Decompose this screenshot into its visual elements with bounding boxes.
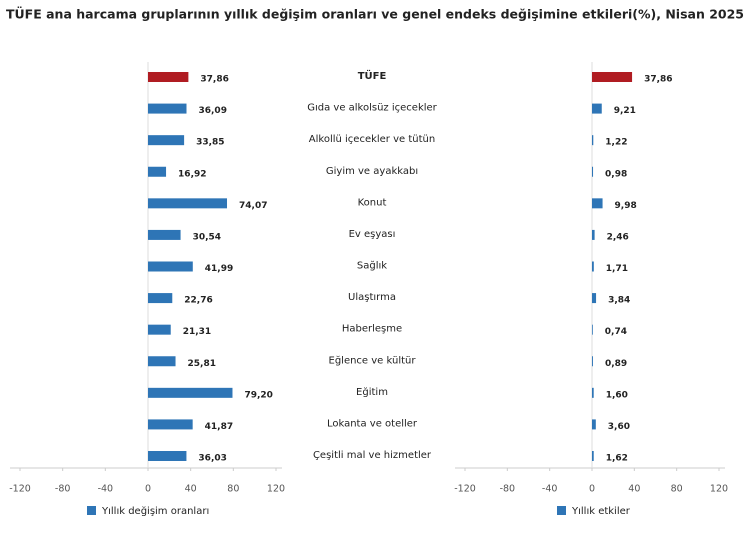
bar (148, 166, 167, 177)
bar (592, 387, 594, 398)
value-label: 1,62 (606, 454, 628, 464)
category-label: Eğitim (356, 386, 388, 398)
value-label: 1,22 (605, 138, 627, 148)
category-label: Ulaştırma (348, 292, 396, 303)
value-label: 37,86 (644, 75, 672, 85)
bar (592, 419, 596, 430)
value-label: 16,92 (178, 169, 206, 179)
value-label: 25,81 (188, 359, 216, 369)
bar (592, 103, 602, 114)
legend-swatch (87, 506, 96, 515)
x-tick-label: 80 (671, 484, 683, 495)
bar (592, 451, 594, 461)
value-label: 0,89 (605, 359, 627, 369)
value-label: 37,86 (200, 75, 228, 85)
value-label: 21,31 (183, 327, 211, 337)
bar (148, 261, 193, 272)
value-label: 79,20 (244, 390, 272, 400)
category-label: Giyim ve ayakkabı (326, 166, 418, 177)
bar (148, 419, 193, 430)
category-label: Eğlence ve kültür (329, 354, 417, 366)
bar (148, 229, 181, 240)
category-label: Lokanta ve oteller (327, 418, 418, 429)
x-tick-label: 120 (710, 484, 728, 495)
x-tick-label: 0 (145, 484, 151, 495)
bar (592, 229, 595, 240)
value-label: 30,54 (193, 232, 221, 242)
value-label: 9,98 (615, 201, 637, 211)
value-label: 0,74 (605, 327, 627, 337)
category-label: TÜFE (358, 68, 387, 82)
bar (592, 293, 597, 304)
bar (148, 198, 228, 209)
bar (592, 198, 603, 209)
x-tick-label: 40 (185, 484, 197, 495)
x-tick-label: 0 (589, 484, 595, 495)
category-label: Ev eşyası (349, 229, 396, 240)
category-label: Gıda ve alkolsüz içecekler (307, 103, 437, 114)
bar (148, 387, 233, 398)
legend-label: Yıllık değişim oranları (101, 505, 209, 517)
value-label: 3,84 (608, 296, 630, 306)
value-label: 22,76 (184, 296, 212, 306)
legend-label: Yıllık etkiler (571, 506, 631, 517)
value-label: 41,87 (205, 422, 233, 432)
x-tick-label: -40 (542, 484, 558, 495)
value-label: 0,98 (605, 169, 627, 179)
category-label: Konut (358, 197, 387, 208)
value-label: 41,99 (205, 264, 233, 274)
legend-swatch (557, 506, 566, 515)
category-label: Alkollü içecekler ve tütün (309, 134, 435, 145)
value-label: 3,60 (608, 422, 630, 432)
bar (148, 324, 171, 335)
bar (148, 451, 187, 461)
x-tick-label: -80 (55, 484, 71, 495)
value-label: 36,09 (198, 106, 226, 116)
value-label: 9,21 (614, 106, 636, 116)
value-label: 36,03 (198, 454, 226, 464)
x-tick-label: -120 (454, 484, 476, 495)
bar (148, 72, 189, 82)
category-label: Haberleşme (342, 324, 402, 335)
bar (148, 293, 173, 304)
value-label: 1,71 (606, 264, 628, 274)
x-tick-label: -120 (9, 484, 31, 495)
x-tick-label: 40 (628, 484, 640, 495)
x-tick-label: 80 (227, 484, 239, 495)
bar (148, 356, 176, 367)
bar (592, 72, 633, 82)
chart-title: TÜFE ana harcama gruplarının yıllık deği… (6, 7, 744, 22)
x-tick-label: 120 (267, 484, 285, 495)
category-label: Sağlık (357, 260, 387, 272)
bar (148, 103, 187, 114)
value-label: 74,07 (239, 201, 267, 211)
bar (592, 356, 593, 367)
value-label: 1,60 (606, 390, 628, 400)
value-label: 2,46 (607, 232, 629, 242)
x-tick-label: -80 (500, 484, 516, 495)
category-label: Çeşitli mal ve hizmetler (313, 450, 432, 461)
bar (592, 261, 594, 272)
bar (592, 135, 594, 146)
bar (592, 324, 593, 335)
value-label: 33,85 (196, 138, 224, 148)
x-tick-label: -40 (98, 484, 114, 495)
bar (148, 135, 185, 146)
bar (592, 166, 594, 177)
